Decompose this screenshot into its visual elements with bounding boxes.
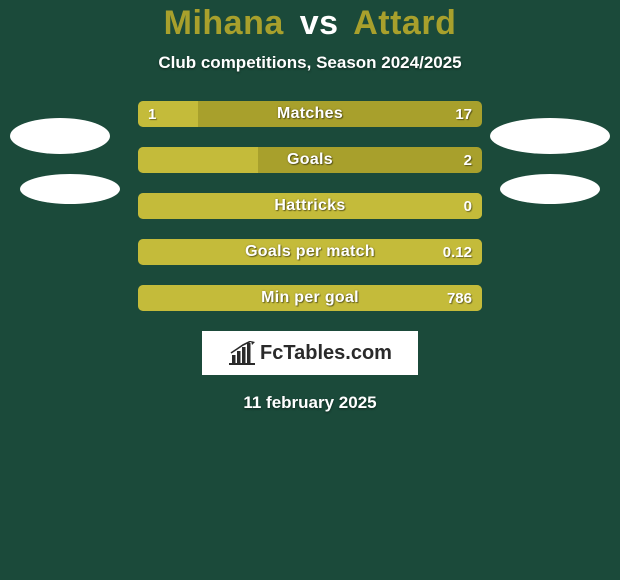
stat-right-value: 0: [464, 193, 472, 219]
logo-text-fc: Fc: [260, 342, 283, 364]
stat-row: Goals2: [138, 147, 482, 173]
date-text: 11 february 2025: [0, 393, 620, 413]
stat-rows: 1Matches17 Goals2 Hattricks0 Goals per matc…: [138, 101, 482, 311]
stat-label: Goals: [138, 147, 482, 173]
stat-row: Hattricks0: [138, 193, 482, 219]
avatar-left-main: [10, 118, 110, 154]
title-player1: Mihana: [164, 4, 284, 42]
stat-label: Goals per match: [138, 239, 482, 265]
stat-right-value: 17: [455, 101, 472, 127]
logo-box: FcTables.com: [202, 331, 418, 375]
title-player2: Attard: [353, 4, 456, 42]
avatar-right-small: [500, 174, 600, 204]
chart-area: 1Matches17 Goals2 Hattricks0 Goals per matc…: [0, 101, 620, 413]
page-title: Mihana vs Attard: [0, 4, 620, 43]
stat-label: Min per goal: [138, 285, 482, 311]
stat-right-value: 2: [464, 147, 472, 173]
avatar-right-main: [490, 118, 610, 154]
subtitle: Club competitions, Season 2024/2025: [0, 53, 620, 73]
logo-text: FcTables.com: [260, 342, 392, 365]
logo-text-rest: Tables.com: [283, 342, 392, 364]
stat-right-value: 786: [447, 285, 472, 311]
logo-chart-icon: [228, 341, 256, 365]
stat-row: Goals per match0.12: [138, 239, 482, 265]
title-vs: vs: [300, 4, 339, 42]
avatar-left-small: [20, 174, 120, 204]
stat-label: Matches: [138, 101, 482, 127]
stat-label: Hattricks: [138, 193, 482, 219]
stat-row: Min per goal786: [138, 285, 482, 311]
stat-row: 1Matches17: [138, 101, 482, 127]
comparison-card: Mihana vs Attard Club competitions, Seas…: [0, 0, 620, 580]
stat-right-value: 0.12: [443, 239, 472, 265]
